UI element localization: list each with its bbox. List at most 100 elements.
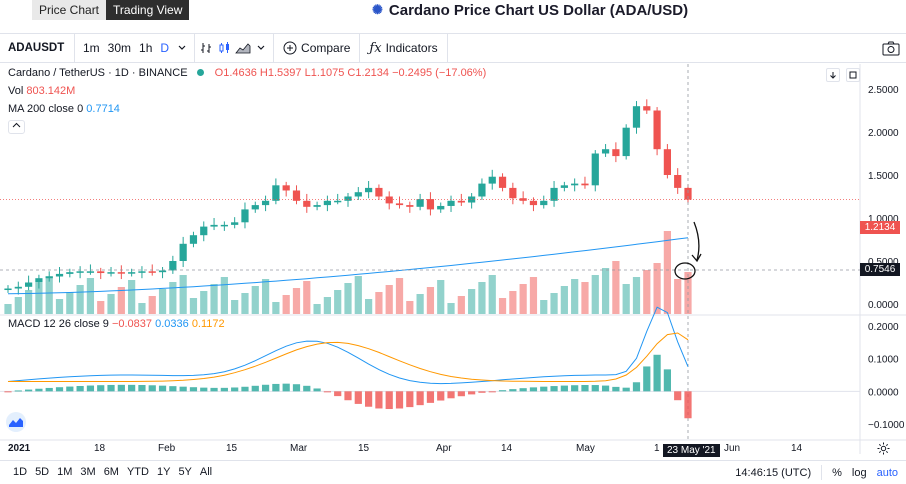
bars-chart-style-icon[interactable] [198, 39, 216, 57]
chevron-down-icon[interactable] [252, 39, 270, 57]
candle-body [674, 175, 682, 188]
candle-body [55, 273, 64, 277]
area-chart-style-icon[interactable] [234, 39, 252, 57]
main-legend: Cardano / TetherUS · 1D · BINANCE O1.463… [8, 67, 486, 79]
tab-price-chart[interactable]: Price Chart [32, 0, 107, 20]
range-5y[interactable]: 5Y [178, 466, 192, 478]
time-tick-label: Apr [436, 443, 452, 454]
candle-body [550, 187, 558, 201]
volume-bar [303, 281, 311, 314]
utc-clock[interactable]: 14:46:15 (UTC) [735, 466, 812, 479]
ma-value: 0.7714 [86, 103, 120, 115]
range-ytd[interactable]: YTD [126, 466, 149, 478]
function-icon: ƒx [369, 40, 382, 56]
chart-toolbar: ADAUSDT 1m 30m 1h D Compare ƒx Indicator… [0, 33, 906, 63]
indicators-button[interactable]: ƒx Indicators [363, 41, 443, 56]
maximize-icon[interactable] [846, 68, 860, 82]
volume-bar [591, 275, 599, 314]
candle-body [200, 226, 208, 236]
candle-body [210, 224, 218, 227]
macd-histogram-bar [200, 387, 208, 392]
candle-body [179, 243, 187, 261]
candle-body [416, 199, 424, 207]
macd-histogram-bar [251, 385, 259, 392]
volume-bar [375, 292, 383, 314]
volume-bar [653, 263, 661, 314]
macd-histogram-bar [303, 385, 311, 392]
compare-button[interactable]: Compare [277, 41, 356, 55]
macd-histogram-bar [35, 388, 43, 392]
macd-histogram-bar [231, 387, 239, 392]
macd-tick-label: 0.1000 [868, 355, 899, 366]
log-scale-toggle[interactable]: log [851, 466, 867, 479]
time-tick-label: 18 [94, 443, 106, 454]
candles-chart-style-icon[interactable] [216, 39, 234, 57]
macd-histogram-bar [632, 382, 641, 392]
candle-body [643, 106, 651, 111]
volume-bar [540, 300, 548, 314]
candle-body [231, 222, 239, 225]
interval-1m[interactable]: 1m [83, 41, 100, 55]
range-1d[interactable]: 1D [13, 466, 28, 478]
macd-histogram-bar [395, 391, 404, 409]
volume-bar [220, 277, 228, 314]
volume-bar [488, 275, 496, 314]
range-3m[interactable]: 3M [80, 466, 96, 478]
volume-bar [138, 303, 146, 314]
candle-body [344, 196, 352, 201]
symbol-search-button[interactable]: ADAUSDT [0, 33, 75, 63]
macd-histogram-bar [86, 385, 95, 392]
range-all[interactable]: All [199, 466, 213, 478]
time-tick-label: 2021 [8, 443, 31, 454]
chart-area[interactable]: 2.5000 2.0000 1.5000 1.0000 0.5000 0.0000 0.20… [0, 64, 906, 457]
range-6m[interactable]: 6M [103, 466, 119, 478]
candle-body [498, 176, 507, 188]
candle-body [128, 272, 136, 274]
range-5d[interactable]: 5D [35, 466, 50, 478]
macd-histogram-bar [189, 387, 198, 392]
tradingview-logo-icon[interactable] [6, 412, 26, 432]
range-1y[interactable]: 1Y [156, 466, 171, 478]
ma-price-label: 0.7546 [860, 263, 900, 276]
macd-histogram-bar [612, 386, 620, 392]
volume-bar [14, 297, 22, 314]
price-tick-label: 1.5000 [868, 171, 899, 182]
percent-scale-toggle[interactable]: % [832, 466, 842, 479]
auto-scale-toggle[interactable]: auto [876, 466, 898, 479]
volume-bar [468, 289, 476, 314]
interval-30m[interactable]: 30m [107, 41, 132, 55]
tab-trading-view[interactable]: Trading View [106, 0, 190, 20]
macd-tick-label: −0.1000 [868, 420, 905, 431]
volume-bar [158, 289, 167, 314]
collapse-legend-button[interactable] [8, 120, 25, 134]
macd-histogram-bar [560, 385, 568, 392]
volume-bar [354, 276, 362, 314]
chevron-down-icon[interactable] [173, 39, 191, 57]
annotation-arrow [693, 221, 700, 261]
page-title-text: Cardano Price Chart US Dollar (ADA/USD) [388, 1, 689, 19]
candle-body [581, 183, 589, 186]
camera-icon[interactable] [882, 39, 900, 57]
crosshair-date-label: 23 May '21 [663, 444, 720, 457]
price-tick-label: 2.0000 [868, 128, 899, 139]
volume-bar [169, 282, 177, 314]
candle-body [97, 271, 105, 274]
interval-1d[interactable]: D [160, 41, 170, 55]
macd-histogram-bar [354, 391, 362, 404]
volume-bar [385, 285, 393, 314]
macd-histogram-bar [550, 386, 558, 392]
interval-1h[interactable]: 1h [139, 41, 153, 55]
candle-body [509, 187, 517, 199]
candle-body [138, 271, 146, 273]
macd-histogram-bar [385, 391, 393, 410]
price-chart[interactable]: 2.5000 2.0000 1.5000 1.0000 0.5000 0.0000 0.20… [0, 64, 906, 454]
range-1m[interactable]: 1M [57, 466, 73, 478]
macd-histogram-bar [447, 391, 455, 399]
volume-bar [189, 298, 198, 314]
settings-gear-icon[interactable] [877, 442, 890, 460]
arrow-down-icon[interactable] [826, 68, 840, 82]
volume-bar [509, 291, 517, 314]
volume-bar [200, 291, 208, 314]
volume-bar [612, 261, 620, 314]
volume-bar [313, 304, 321, 314]
